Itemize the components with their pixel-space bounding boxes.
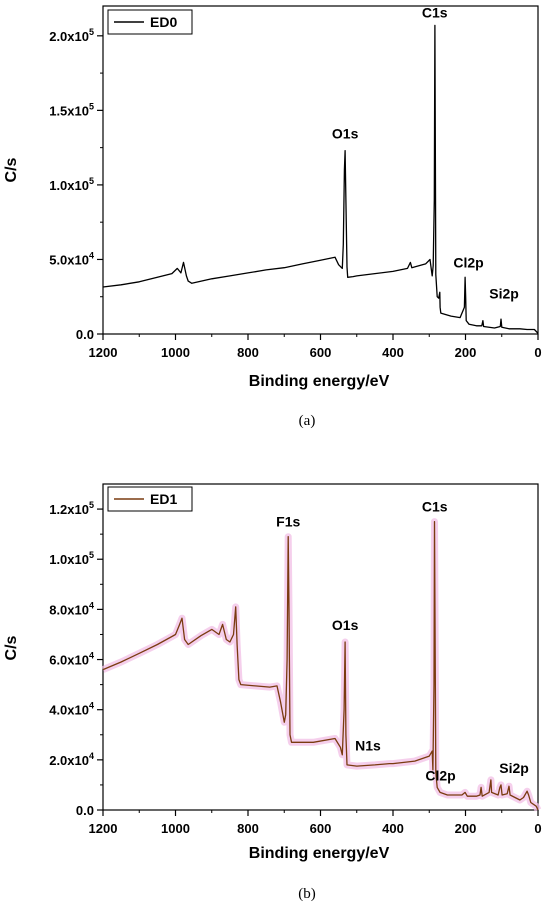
chart-b-x-tick-label: 1000 — [161, 821, 190, 836]
chart-panel-a: 1200 1000 800 600 400 200 0 0.0 5.0x104 1.0x105 1.… — [3, 4, 542, 429]
chart-b-y-tick-label: 2.0x104 — [49, 751, 94, 768]
chart-a-panel-caption: (a) — [299, 413, 316, 429]
chart-a-x-axis-title: Binding energy/eV — [249, 373, 390, 390]
chart-b-plot-frame — [102, 483, 539, 811]
chart-a-peak-label-cl2p: Cl2p — [453, 254, 483, 270]
chart-b-x-tick-label: 1200 — [89, 821, 118, 836]
chart-a-legend: ED0 — [107, 9, 193, 35]
chart-b-x-tick-label: 200 — [455, 821, 477, 836]
chart-a-y-axis-title: C/s — [3, 157, 20, 182]
chart-a-y-tick-label: 0.0 — [76, 327, 94, 342]
chart-b-y-tick-label: 1.2x105 — [49, 500, 94, 517]
chart-b-y-axis-title: C/s — [3, 635, 20, 660]
chart-a-x-tick-label: 200 — [455, 345, 477, 360]
chart-b-legend: ED1 — [107, 486, 193, 512]
chart-a-y-tick-label: 2.0x105 — [49, 27, 94, 44]
chart-b-peak-label-c1s: C1s — [422, 499, 448, 515]
chart-a-x-tick-label: 600 — [310, 345, 332, 360]
chart-a-x-tick-label: 400 — [382, 345, 404, 360]
chart-a-y-tick-label: 1.0x105 — [49, 176, 94, 193]
chart-a-x-tick-label: 0 — [534, 345, 541, 360]
chart-a-legend-label: ED0 — [150, 14, 177, 30]
chart-panel-b: 1200 1000 800 600 400 200 0 0.0 2.0x104 4.0x104 6.… — [3, 483, 542, 902]
chart-a-y-tick-label: 5.0x104 — [49, 250, 94, 267]
chart-b-x-tick-label: 800 — [237, 821, 259, 836]
chart-a-peak-label-c1s: C1s — [422, 4, 448, 20]
chart-b-peak-label-f1s: F1s — [276, 514, 300, 530]
chart-b-y-tick-label: 1.0x105 — [49, 550, 94, 567]
chart-b-y-tick-label: 8.0x104 — [49, 600, 94, 617]
chart-a-x-tick-label: 1000 — [161, 345, 190, 360]
chart-b-x-axis-title: Binding energy/eV — [249, 845, 390, 862]
chart-a-series-line-ed0 — [102, 24, 539, 334]
chart-b-series-line-ed1 — [102, 520, 539, 811]
chart-a-x-tick-label: 800 — [237, 345, 259, 360]
chart-a-peak-label-o1s: O1s — [332, 126, 359, 142]
chart-a-peak-label-si2p: Si2p — [489, 286, 519, 302]
chart-b-peak-label-n1s: N1s — [355, 737, 381, 753]
chart-a-x-tick-label: 1200 — [89, 345, 118, 360]
chart-b-series-band — [101, 518, 542, 812]
chart-b-x-tick-label: 600 — [310, 821, 332, 836]
chart-b-x-tick-label: 400 — [382, 821, 404, 836]
chart-b-x-tick-label: 0 — [534, 821, 541, 836]
chart-b-y-tick-label: 0.0 — [76, 803, 94, 818]
chart-a-plot-frame — [102, 5, 539, 335]
chart-b-panel-caption: (b) — [298, 886, 316, 902]
chart-b-peak-label-cl2p: Cl2p — [425, 767, 455, 783]
chart-a-y-tick-label: 1.5x105 — [49, 101, 94, 118]
chart-b-y-tick-label: 6.0x104 — [49, 651, 94, 668]
chart-b-legend-label: ED1 — [150, 491, 177, 507]
chart-b-peak-label-si2p: Si2p — [499, 760, 529, 776]
chart-b-y-tick-label: 4.0x104 — [49, 701, 94, 718]
chart-b-peak-label-o1s: O1s — [332, 617, 359, 633]
